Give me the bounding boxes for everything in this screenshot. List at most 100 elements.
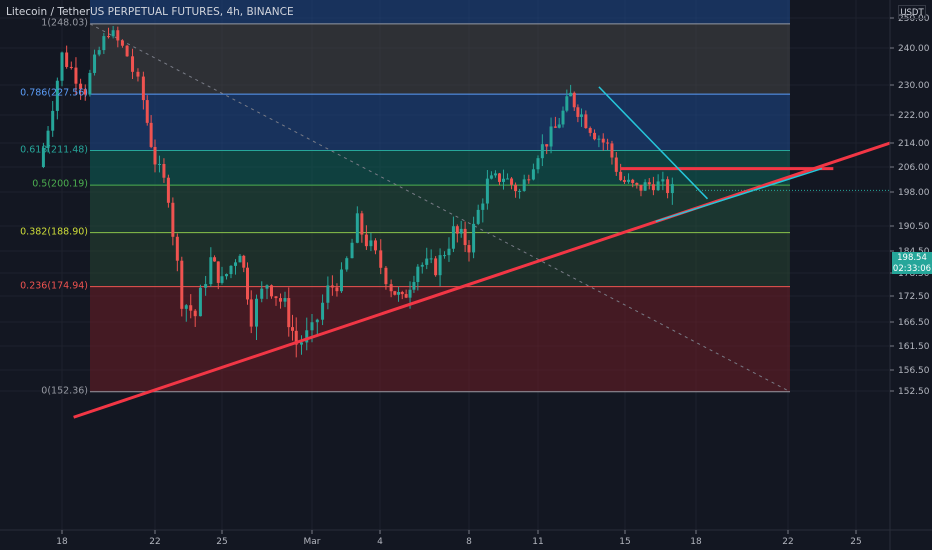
candle-body <box>614 157 618 172</box>
candle-body <box>209 257 213 285</box>
candle-body <box>397 292 401 295</box>
candle-body <box>606 142 610 144</box>
candle-body <box>270 285 273 297</box>
fib-zone <box>90 185 790 233</box>
candle-body <box>153 146 157 165</box>
candle-body <box>656 181 660 191</box>
candle-body <box>639 184 643 191</box>
candle-body <box>518 190 522 192</box>
y-tick-label: 156.50 <box>898 366 930 376</box>
candle-body <box>300 342 303 345</box>
ascending-trendline <box>73 141 891 419</box>
candle-body <box>175 236 179 261</box>
candle-body <box>162 163 166 178</box>
candle-body <box>166 177 170 203</box>
candle-body <box>136 71 140 77</box>
candle-body <box>601 138 605 143</box>
candle-body <box>463 228 467 246</box>
fib-level-label: 1(248.03) <box>41 17 88 29</box>
candle-body <box>489 175 493 179</box>
x-tick-label: Mar <box>304 537 321 547</box>
candle-body <box>527 179 531 181</box>
x-tick-label: 25 <box>850 537 861 547</box>
fib-zone <box>90 23 790 95</box>
candle-body <box>451 226 455 249</box>
candle-body <box>88 72 92 95</box>
candle-countdown: 02:33:06 <box>892 263 932 274</box>
candle-body <box>447 248 451 256</box>
candle-body <box>350 242 354 259</box>
candle-body <box>536 158 540 170</box>
candle-body <box>145 100 149 123</box>
candle-body <box>643 182 647 191</box>
candle-body <box>315 319 319 323</box>
candle-body <box>576 107 580 117</box>
candle-body <box>213 257 217 262</box>
candle-body <box>193 310 197 317</box>
candle-body <box>229 265 233 275</box>
candle-body <box>485 178 489 204</box>
candle-body <box>627 179 631 182</box>
x-tick-label: 4 <box>377 537 383 547</box>
candle-body <box>514 184 518 192</box>
y-tick-label: 214.00 <box>898 139 930 149</box>
candle-body <box>97 50 101 55</box>
candle-body <box>120 40 124 46</box>
last-price: 198.54 <box>897 253 927 263</box>
candle-body <box>661 179 665 182</box>
candle-body <box>610 143 614 158</box>
candle-body <box>531 169 535 180</box>
candle-body <box>246 267 249 300</box>
candle-body <box>46 130 50 148</box>
candle-body <box>141 76 145 101</box>
y-tick-label: 152.50 <box>898 387 930 397</box>
candle-body <box>619 171 623 181</box>
candle-body <box>393 291 397 295</box>
candle-body <box>69 66 73 68</box>
candle-body <box>171 202 175 237</box>
candle-body <box>65 52 69 67</box>
x-tick-label: 18 <box>690 537 702 547</box>
candle-body <box>651 184 655 191</box>
y-tick-label: 190.50 <box>898 222 930 232</box>
fib-zone <box>90 286 790 392</box>
y-tick-label: 161.50 <box>898 342 930 352</box>
currency-badge[interactable]: USDT <box>898 5 926 19</box>
candle-body <box>416 266 420 283</box>
candle-body <box>569 92 573 97</box>
x-tick-label: 8 <box>466 537 472 547</box>
candle-body <box>412 282 416 290</box>
candle-body <box>404 294 408 298</box>
candle-body <box>497 173 501 182</box>
candle-body <box>565 96 569 111</box>
candle-body <box>631 179 635 183</box>
candle-body <box>425 258 429 265</box>
candle-body <box>379 250 383 268</box>
candle-body <box>373 240 377 251</box>
candle-body <box>279 298 282 302</box>
x-tick-label: 11 <box>532 537 543 547</box>
candle-body <box>107 36 110 38</box>
candle-body <box>225 274 228 277</box>
candle-body <box>510 178 514 185</box>
candle-body <box>93 54 97 73</box>
fib-level-label: 0.236(174.94) <box>20 280 88 292</box>
candle-body <box>74 67 78 84</box>
candle-body <box>131 56 135 72</box>
y-tick-label: 230.00 <box>898 81 930 91</box>
candle-body <box>502 178 505 182</box>
candle-body <box>540 144 544 159</box>
candle-body <box>305 330 309 343</box>
candle-body <box>238 255 242 263</box>
candle-body <box>545 144 549 147</box>
candle-body <box>666 179 670 194</box>
candle-body <box>481 203 485 210</box>
candle-body <box>184 305 188 309</box>
candle-body <box>330 285 334 288</box>
candle-body <box>116 30 120 41</box>
candle-body <box>149 122 153 147</box>
candle-body <box>180 260 184 309</box>
candle-body <box>189 305 193 311</box>
candle-body <box>506 178 510 180</box>
